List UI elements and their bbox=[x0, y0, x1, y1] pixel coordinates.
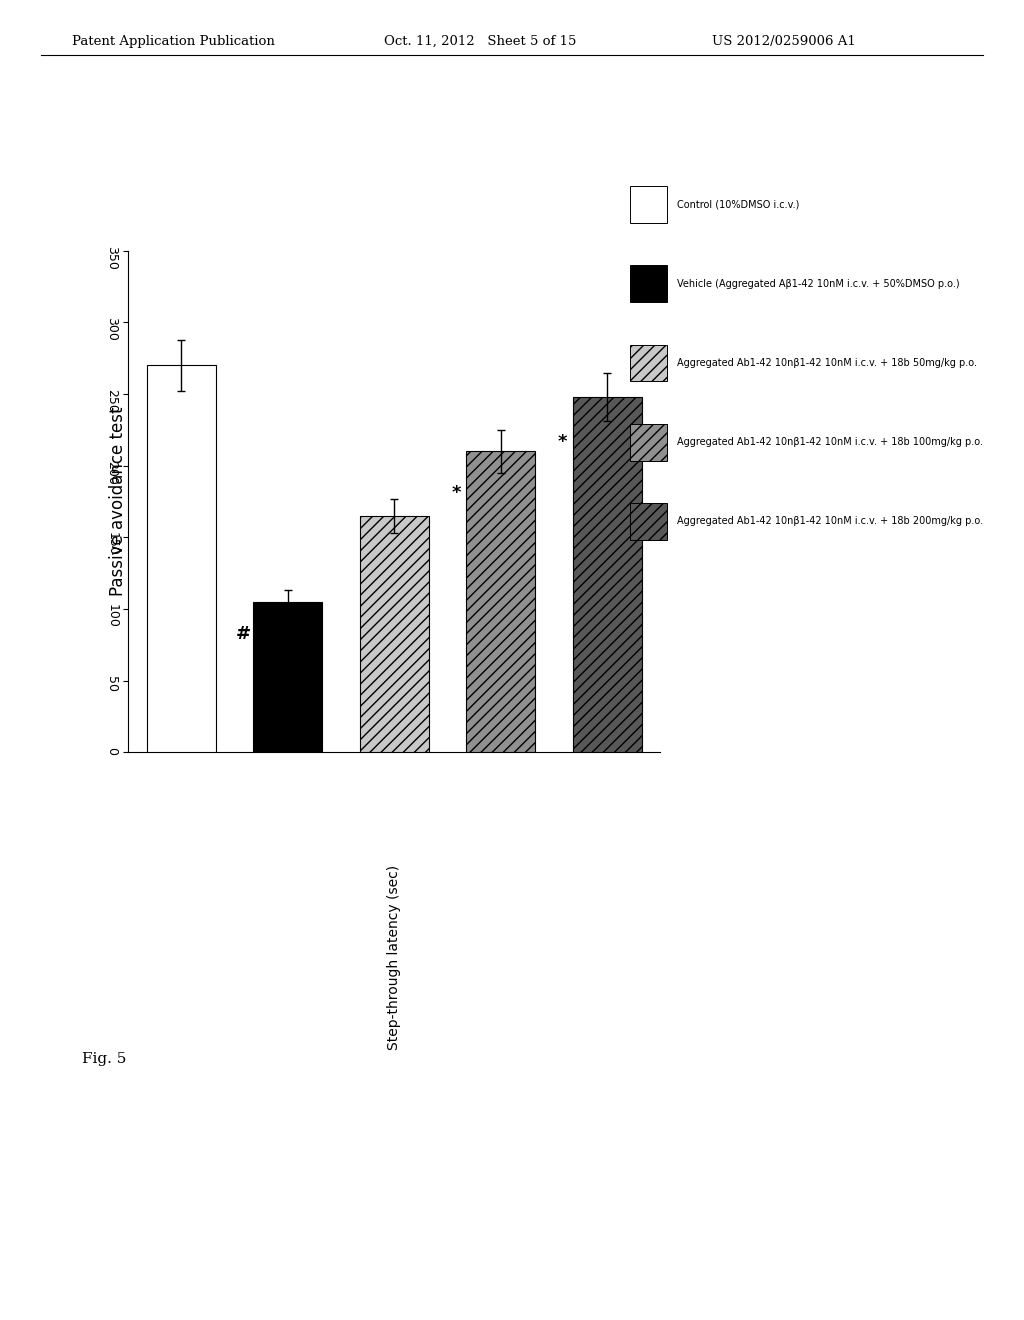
Bar bbox=[253, 602, 323, 752]
Text: Fig. 5: Fig. 5 bbox=[82, 1052, 126, 1065]
Bar bbox=[572, 397, 642, 752]
Bar bbox=[466, 451, 536, 752]
Text: Vehicle (Aggregated Aβ1-42 10nM i.c.v. + 50%DMSO p.o.): Vehicle (Aggregated Aβ1-42 10nM i.c.v. +… bbox=[677, 279, 959, 289]
Text: Passive avoidance test: Passive avoidance test bbox=[109, 407, 127, 597]
Text: Step-through latency (sec): Step-through latency (sec) bbox=[387, 865, 401, 1049]
Text: *: * bbox=[452, 484, 461, 503]
Text: Oct. 11, 2012   Sheet 5 of 15: Oct. 11, 2012 Sheet 5 of 15 bbox=[384, 34, 577, 48]
Text: *: * bbox=[558, 433, 567, 451]
Bar bbox=[359, 516, 429, 752]
Bar bbox=[146, 366, 216, 752]
Text: Control (10%DMSO i.c.v.): Control (10%DMSO i.c.v.) bbox=[677, 199, 800, 210]
Text: Patent Application Publication: Patent Application Publication bbox=[72, 34, 274, 48]
Text: #: # bbox=[236, 624, 251, 643]
Text: Aggregated Ab1-42 10nβ1-42 10nM i.c.v. + 18b 100mg/kg p.o.: Aggregated Ab1-42 10nβ1-42 10nM i.c.v. +… bbox=[677, 437, 983, 447]
Text: Aggregated Ab1-42 10nβ1-42 10nM i.c.v. + 18b 200mg/kg p.o.: Aggregated Ab1-42 10nβ1-42 10nM i.c.v. +… bbox=[677, 516, 983, 527]
Text: US 2012/0259006 A1: US 2012/0259006 A1 bbox=[712, 34, 855, 48]
Text: Aggregated Ab1-42 10nβ1-42 10nM i.c.v. + 18b 50mg/kg p.o.: Aggregated Ab1-42 10nβ1-42 10nM i.c.v. +… bbox=[677, 358, 977, 368]
